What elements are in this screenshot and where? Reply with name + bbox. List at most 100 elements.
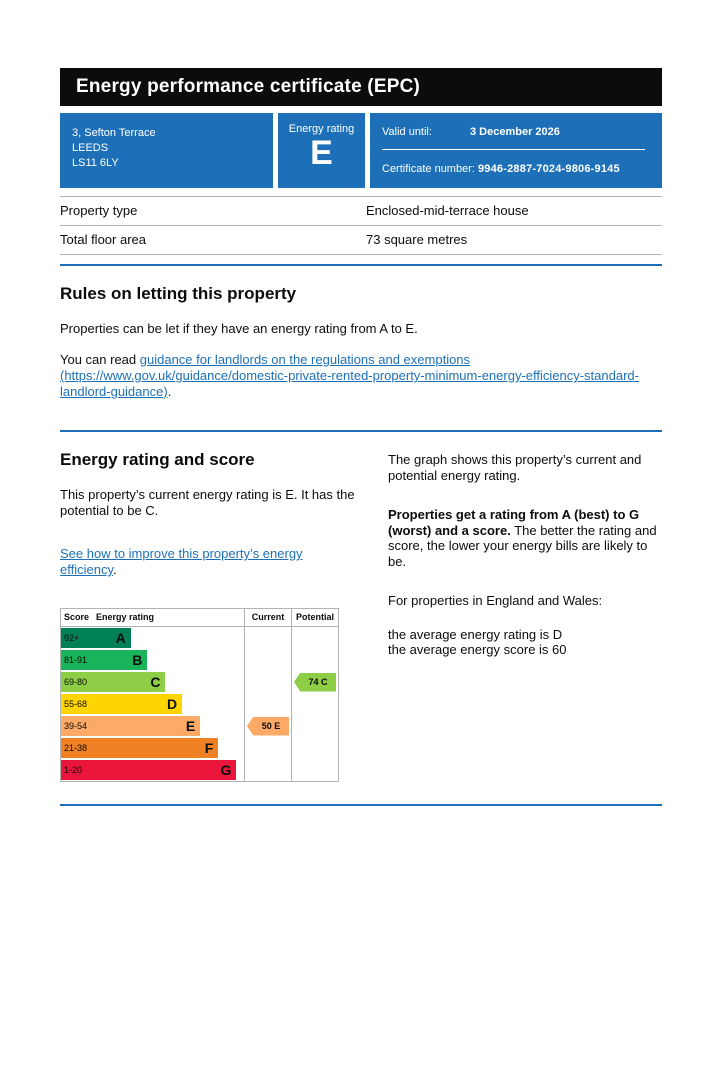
band-bar: C [93, 672, 166, 692]
section-divider [60, 804, 662, 806]
band-letter: D [166, 696, 178, 712]
valid-until-row: Valid until: 3 December 2026 [382, 126, 650, 138]
potential-cell [291, 693, 338, 715]
band-letter: B [132, 652, 143, 668]
current-cell [244, 693, 291, 715]
current-cell [244, 759, 291, 781]
address-line-1: 3, Sefton Terrace [72, 127, 156, 139]
band-bar-cell: F [93, 737, 244, 759]
graph-info-column: The graph shows this property’s current … [388, 450, 662, 782]
graph-paragraph-2: Properties get a rating from A (best) to… [388, 507, 662, 569]
band-letter: C [150, 674, 161, 690]
epc-band-row-b: 81-91 B [61, 649, 338, 671]
guidance-prefix: You can read [60, 352, 140, 367]
average-score-line: the average energy score is 60 [388, 642, 567, 657]
potential-cell [291, 759, 338, 781]
certificate-number-label: Certificate number: [382, 163, 478, 175]
average-rating-line: the average energy rating is D [388, 626, 563, 642]
epc-band-row-d: 55-68 D [61, 693, 338, 715]
epc-band-row-c: 69-80 C 74 C [61, 671, 338, 693]
current-cell [244, 671, 291, 693]
valid-until-date: 3 December 2026 [470, 126, 560, 138]
band-score: 81-91 [61, 650, 93, 670]
band-bar-cell: E [93, 715, 244, 737]
address-line-2: LEEDS [72, 142, 109, 154]
floor-area-value: 73 square metres [366, 232, 468, 247]
floor-area-row: Total floor area 73 square metres [60, 225, 662, 255]
epc-band-row-g: 1-20 G [61, 759, 338, 781]
rules-section: Rules on letting this property Propertie… [60, 284, 662, 400]
rules-paragraph: Properties can be let if they have an en… [60, 321, 418, 336]
improve-paragraph: See how to improve this property’s energ… [60, 546, 362, 578]
epc-chart-body: 92+ A 81-91 B 69-80 C 74 C 55-68 D 39-54 E 50 E 21-3… [61, 627, 338, 781]
certificate-number-value: 9946-2887-7024-9806-9145 [477, 163, 620, 175]
potential-cell [291, 627, 338, 649]
band-score: 1-20 [61, 760, 93, 780]
property-type-value: Enclosed-mid-terrace house [366, 203, 529, 218]
band-score: 39-54 [61, 716, 93, 736]
band-bar: B [93, 650, 148, 670]
valid-until-label: Valid until: [382, 126, 432, 138]
current-rating-arrow: 50 E [247, 716, 289, 736]
rating-and-score-section: Energy rating and score This property’s … [60, 450, 662, 782]
current-cell [244, 737, 291, 759]
floor-area-label: Total floor area [60, 232, 146, 247]
epc-rating-chart: Score Energy rating Current Potential 92… [60, 608, 339, 782]
energy-rating-box: Energy rating E [278, 113, 365, 188]
epc-document: Energy performance certificate (EPC) 3, … [60, 68, 662, 806]
graph-paragraph-1: The graph shows this property’s current … [388, 452, 642, 483]
validity-box: Valid until: 3 December 2026 Certificate … [370, 113, 662, 188]
page-title: Energy performance certificate (EPC) [76, 76, 421, 97]
potential-rating-arrow: 74 C [294, 672, 336, 692]
band-bar-cell: G [93, 759, 244, 781]
guidance-suffix: . [167, 384, 172, 399]
band-letter: F [204, 740, 214, 756]
current-cell [244, 649, 291, 671]
band-bar: D [93, 694, 183, 714]
band-bar: A [93, 628, 131, 648]
band-letter: A [115, 630, 126, 646]
landlord-guidance-link[interactable]: guidance for landlords on the regulation… [60, 352, 639, 399]
band-bar: F [93, 738, 219, 758]
band-score: 69-80 [61, 672, 93, 692]
potential-cell: 74 C [291, 671, 338, 693]
graph-paragraph-2-rest: The better the rating and score, the low… [388, 522, 657, 569]
current-cell [244, 627, 291, 649]
property-type-label: Property type [60, 203, 138, 218]
section-divider [60, 430, 662, 432]
improve-efficiency-link[interactable]: See how to improve this property’s energ… [60, 546, 303, 577]
band-score: 21-38 [61, 738, 93, 758]
band-score: 55-68 [61, 694, 93, 714]
epc-band-row-e: 39-54 E 50 E [61, 715, 338, 737]
score-column-header: Score [64, 612, 90, 622]
rating-paragraph: This property’s current energy rating is… [60, 487, 355, 518]
band-bar: G [93, 760, 237, 780]
epc-chart-header: Score Energy rating Current Potential [61, 609, 338, 627]
band-letter: G [220, 762, 232, 778]
band-bar: E [93, 716, 201, 736]
epc-band-row-a: 92+ A [61, 627, 338, 649]
property-details: Property type Enclosed-mid-terrace house… [60, 196, 662, 255]
summary-band: 3, Sefton Terrace LEEDS LS11 6LY Energy … [60, 113, 662, 188]
band-bar-cell: A [93, 627, 244, 649]
guidance-paragraph: You can read guidance for landlords on t… [60, 352, 662, 400]
band-bar-cell: C [93, 671, 244, 693]
document-header: Energy performance certificate (EPC) [60, 68, 662, 106]
property-address: 3, Sefton Terrace LEEDS LS11 6LY [60, 113, 273, 188]
band-bar-cell: B [93, 649, 244, 671]
improve-suffix: . [113, 562, 117, 577]
energy-rating-label: Energy rating [288, 123, 355, 135]
rating-heading: Energy rating and score [60, 450, 255, 469]
graph-paragraph-3: For properties in England and Wales: [388, 593, 603, 608]
property-type-row: Property type Enclosed-mid-terrace house [60, 196, 662, 225]
potential-cell [291, 715, 338, 737]
validity-divider [382, 149, 645, 150]
rating-column-header: Energy rating [96, 612, 155, 622]
rules-heading: Rules on letting this property [60, 284, 297, 303]
potential-cell [291, 737, 338, 759]
current-cell: 50 E [244, 715, 291, 737]
epc-band-row-f: 21-38 F [61, 737, 338, 759]
current-column-header: Current [244, 609, 291, 626]
rating-column: Energy rating and score This property’s … [60, 450, 370, 782]
graph-paragraph-2-bold: Properties get a rating from A (best) to… [388, 507, 640, 538]
